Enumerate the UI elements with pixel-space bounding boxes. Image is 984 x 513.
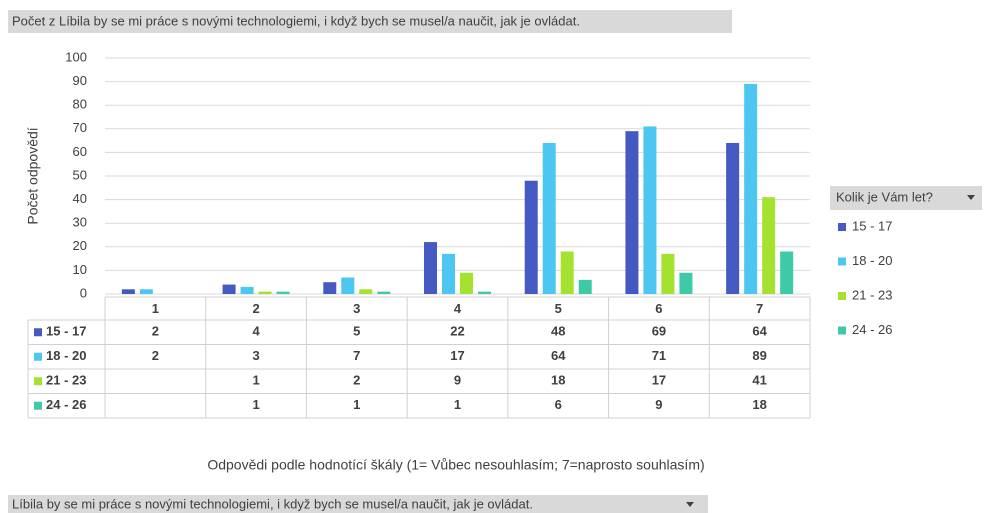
title-box [8, 10, 732, 33]
bar [424, 242, 437, 294]
bar [524, 180, 538, 294]
y-axis-label: Počet odpovědí [25, 127, 41, 224]
x-tick-label: 7 [756, 301, 763, 316]
bar [578, 279, 592, 294]
chart-title: Počet z Líbila by se mi práce s novými t… [12, 13, 580, 28]
table-series-name: 15 - 17 [46, 324, 86, 339]
y-tick-label: 10 [73, 262, 87, 277]
table-value: 5 [353, 324, 360, 339]
y-tick-label: 70 [73, 120, 87, 135]
y-tick-label: 0 [80, 285, 87, 300]
x-tick-label: 4 [454, 301, 462, 316]
legend-label: 18 - 20 [852, 253, 892, 268]
table-value: 17 [450, 348, 464, 363]
legend-title: Kolik je Vám let? [836, 189, 933, 204]
table-value: 41 [752, 373, 766, 388]
table-legend-key [34, 328, 42, 337]
bar [744, 83, 758, 295]
table-value: 9 [454, 373, 461, 388]
bar [726, 142, 740, 294]
bar [377, 291, 391, 294]
table-value: 1 [454, 397, 461, 412]
filter-label: Líbila by se mi práce s novými technolog… [12, 496, 533, 511]
table-value: 1 [252, 397, 259, 412]
bar [679, 272, 693, 294]
x-tick-label: 3 [353, 301, 360, 316]
bar [661, 253, 675, 294]
x-tick-label: 1 [152, 301, 159, 316]
bar [780, 251, 794, 294]
bar [121, 289, 135, 294]
table-value: 6 [555, 397, 562, 412]
table-value: 2 [152, 324, 159, 339]
y-tick-label: 80 [73, 97, 87, 112]
table-legend-key [34, 377, 42, 386]
table-series-name: 24 - 26 [46, 397, 86, 412]
bar [762, 197, 776, 294]
table-value: 1 [353, 397, 360, 412]
filter-box[interactable] [8, 495, 708, 513]
table-value: 7 [353, 348, 360, 363]
bar [240, 286, 254, 294]
legend-key [838, 257, 846, 266]
table-value: 69 [652, 324, 666, 339]
bar [222, 284, 236, 294]
bar [442, 253, 455, 294]
legend-title-box[interactable] [830, 186, 982, 210]
table-series-name: 21 - 23 [46, 373, 86, 388]
legend-key [838, 223, 846, 231]
bar [276, 291, 290, 294]
bar [542, 142, 556, 294]
x-tick-label: 2 [252, 301, 259, 316]
legend-label: 15 - 17 [852, 218, 892, 233]
bar [460, 272, 473, 294]
bar [625, 131, 639, 294]
x-axis-label: Odpovědi podle hodnotící škály (1= Vůbec… [207, 457, 704, 473]
table-value: 89 [752, 348, 766, 363]
bar [258, 291, 272, 294]
y-tick-label: 100 [65, 49, 87, 64]
y-tick-label: 30 [73, 215, 87, 230]
y-tick-label: 60 [73, 144, 87, 159]
table-value: 18 [752, 397, 766, 412]
bar [560, 251, 574, 294]
y-tick-label: 50 [73, 167, 87, 182]
table-value: 48 [551, 324, 565, 339]
dropdown-arrow [686, 502, 694, 507]
y-tick-label: 90 [73, 73, 87, 88]
bar [643, 126, 657, 294]
bar [139, 289, 153, 294]
table-series-name: 18 - 20 [46, 348, 86, 363]
table-value: 1 [252, 373, 259, 388]
bar [341, 277, 355, 294]
table-value: 3 [252, 348, 259, 363]
table-legend-key [34, 352, 42, 361]
legend-key [838, 292, 846, 300]
x-tick-label: 5 [555, 301, 562, 316]
x-tick-label: 6 [655, 301, 662, 316]
table-value: 71 [652, 348, 666, 363]
dropdown-arrow [967, 195, 975, 200]
table-value: 18 [551, 373, 565, 388]
legend-label: 21 - 23 [852, 287, 892, 302]
table-value: 9 [655, 397, 662, 412]
legend-label: 24 - 26 [852, 322, 892, 337]
bar [359, 289, 373, 294]
legend-key [838, 326, 846, 335]
table-value: 2 [353, 373, 360, 388]
y-tick-label: 40 [73, 191, 87, 206]
table-value: 64 [551, 348, 566, 363]
table-value: 17 [652, 373, 666, 388]
table-value: 22 [450, 324, 464, 339]
bar [323, 282, 337, 294]
table-value: 4 [252, 324, 260, 339]
bar [478, 291, 491, 294]
table-value: 64 [752, 324, 767, 339]
y-tick-label: 20 [73, 238, 87, 253]
table-value: 2 [152, 348, 159, 363]
table-legend-key [34, 401, 42, 410]
